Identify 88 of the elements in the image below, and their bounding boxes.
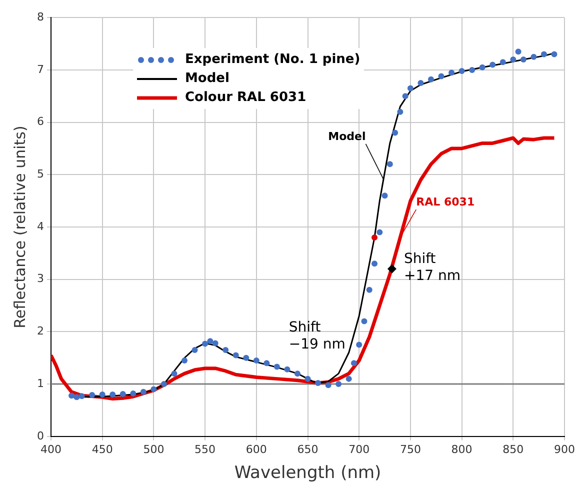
point — [315, 380, 322, 386]
point — [264, 360, 270, 366]
point — [387, 264, 396, 274]
point — [150, 386, 157, 392]
point — [192, 347, 198, 354]
point — [202, 340, 208, 347]
x-axis-title: Wavelength (nm) — [234, 463, 382, 484]
point — [386, 161, 393, 168]
y-tick-label: 8 — [37, 10, 44, 24]
point — [402, 93, 408, 100]
annotation: Model — [328, 130, 366, 143]
y-tick-label: 1 — [37, 376, 44, 390]
x-tick-label: 550 — [194, 442, 216, 456]
point — [110, 392, 116, 398]
point — [89, 392, 96, 398]
point — [253, 357, 260, 364]
point — [551, 51, 558, 58]
legend-label: Colour RAL 6031 — [185, 90, 306, 105]
point — [361, 318, 368, 324]
x-tick-label: 600 — [246, 442, 267, 456]
x-tick-label: 500 — [143, 442, 164, 456]
point — [171, 370, 178, 377]
point — [346, 376, 352, 382]
x-tick-label: 850 — [502, 442, 524, 456]
point — [458, 68, 465, 74]
annotation: Shift +17 nm — [404, 250, 460, 284]
point — [160, 381, 167, 388]
point — [232, 352, 239, 358]
y-tick-label: 0 — [37, 429, 44, 442]
legend-label: Experiment (No. 1 pine) — [185, 52, 360, 67]
annotation: Shift −19 nm — [288, 319, 346, 352]
point — [78, 393, 85, 400]
point — [448, 70, 455, 76]
point — [366, 286, 372, 293]
point — [515, 48, 522, 55]
point — [530, 54, 537, 60]
point — [212, 340, 218, 346]
point — [140, 388, 146, 395]
legend-label: Model — [185, 71, 230, 86]
point — [479, 64, 486, 70]
point — [294, 370, 300, 377]
point — [74, 394, 80, 400]
point — [469, 66, 476, 73]
point — [500, 59, 506, 66]
point — [222, 347, 229, 354]
point — [372, 260, 378, 267]
point — [120, 390, 126, 397]
x-tick-label: 800 — [451, 442, 472, 456]
point — [243, 354, 250, 361]
point — [397, 108, 404, 115]
x-tick-label: 750 — [400, 442, 421, 456]
y-tick-label: 6 — [37, 115, 44, 128]
x-tick-label: 900 — [554, 442, 575, 456]
point — [520, 56, 526, 62]
y-tick-label: 3 — [37, 272, 44, 286]
point — [304, 376, 311, 382]
point — [130, 390, 136, 396]
point — [99, 392, 106, 398]
point — [336, 381, 342, 388]
point — [274, 364, 280, 370]
point — [490, 62, 496, 68]
point — [356, 342, 362, 348]
point — [392, 130, 398, 136]
point — [372, 234, 378, 240]
x-tick-label: 700 — [348, 442, 370, 456]
point — [207, 338, 214, 344]
point — [376, 229, 383, 236]
point — [428, 76, 434, 82]
x-tick-label: 400 — [40, 442, 62, 456]
x-tick-label: 650 — [297, 442, 318, 456]
point — [350, 360, 357, 366]
point — [540, 51, 547, 58]
point — [418, 80, 424, 86]
x-tick-label: 450 — [92, 442, 113, 456]
point — [407, 85, 414, 92]
point — [182, 357, 188, 364]
y-tick-label: 7 — [37, 62, 44, 76]
y-tick-label: 4 — [37, 220, 44, 233]
annotation: RAL 6031 — [416, 195, 475, 208]
point — [382, 192, 388, 199]
y-axis-title: Reflectance (relative units) — [10, 126, 29, 328]
y-tick-label: 5 — [37, 168, 44, 181]
point — [284, 366, 290, 372]
point — [510, 56, 516, 62]
y-tick-label: 2 — [37, 324, 44, 338]
point — [438, 73, 444, 80]
point — [68, 392, 75, 399]
point — [325, 382, 332, 388]
